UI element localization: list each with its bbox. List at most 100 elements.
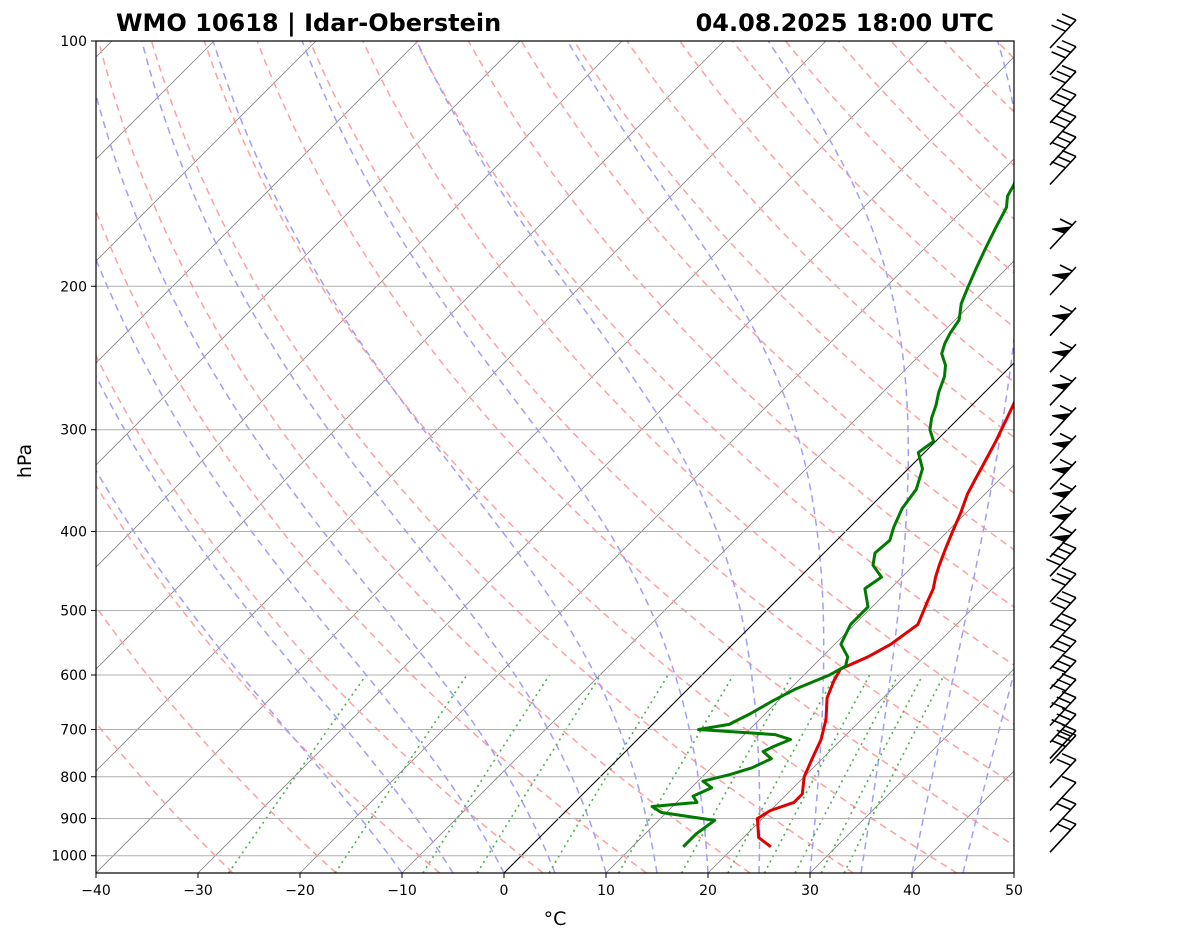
- wind-barb-feather: [1061, 775, 1077, 784]
- y-tick-label: 200: [60, 279, 87, 295]
- x-tick-label: −10: [387, 883, 417, 899]
- wind-barb-shaft: [1049, 803, 1077, 833]
- wind-barb: [1049, 374, 1077, 406]
- mixing-ratio-line: [794, 674, 900, 873]
- wind-barb: [1049, 752, 1077, 789]
- wind-barb-feather: [1061, 149, 1077, 158]
- dry-adiabat: [837, 41, 1014, 220]
- wind-barb-feather: [1056, 135, 1072, 144]
- wind-barb-shaft: [1049, 640, 1077, 670]
- wind-barb-shaft: [1049, 713, 1077, 743]
- wind-barb-feather: [1061, 13, 1077, 21]
- dewpoint-line: [650, 180, 1014, 848]
- x-axis-label: °C: [544, 908, 567, 930]
- wind-barb-feather: [1051, 99, 1066, 107]
- moist-adiabat: [911, 41, 1014, 873]
- wind-barb-feather: [1056, 802, 1072, 811]
- wind-barb: [1049, 109, 1077, 146]
- wind-barb: [1049, 817, 1077, 853]
- wind-barb-pennant: [1051, 440, 1072, 449]
- wind-barb: [1049, 218, 1077, 250]
- wind-barb-shaft: [1049, 730, 1077, 760]
- wind-barb-shaft: [1049, 19, 1077, 49]
- wind-barb-feather: [1056, 115, 1072, 123]
- wind-barb-feather: [1061, 541, 1077, 550]
- wind-barb-feather: [1061, 109, 1077, 118]
- chart-title-right: 04.08.2025 18:00 UTC: [696, 9, 994, 37]
- wind-barb-feather: [1061, 39, 1077, 48]
- wind-barb-feather: [1051, 602, 1066, 610]
- wind-barb: [1049, 149, 1077, 186]
- wind-barb-feather: [1061, 88, 1077, 96]
- wind-barb-pennant: [1051, 226, 1072, 234]
- moist-adiabat: [96, 257, 505, 873]
- wind-barb-feather: [1059, 505, 1073, 513]
- wind-barb: [1049, 432, 1077, 465]
- wind-barb: [1049, 458, 1077, 490]
- wind-barb-shaft: [1049, 660, 1077, 690]
- isotherm-line: [96, 41, 929, 873]
- wind-barb: [1049, 482, 1077, 514]
- wind-barb-feather: [1051, 141, 1066, 150]
- wind-barb-feather: [1056, 70, 1072, 78]
- wind-barb-pennant: [1051, 466, 1072, 474]
- wind-barb-feather: [1059, 374, 1073, 383]
- x-tick-label: 30: [801, 883, 819, 899]
- x-tick-label: 10: [597, 883, 615, 899]
- wind-barb: [1049, 130, 1077, 166]
- wind-barb-feather: [1051, 121, 1066, 129]
- wind-barb: [1046, 541, 1077, 577]
- isotherm-line: [96, 41, 521, 466]
- wind-barb-shaft: [1049, 759, 1077, 789]
- wind-barb-pennant: [1051, 313, 1072, 321]
- wind-barb-shaft: [1049, 781, 1077, 812]
- mixing-ratio-line: [763, 674, 871, 873]
- x-tick-label: 40: [903, 883, 921, 899]
- y-axis: 100 200 300 400 500 600 700 800 900 1000: [51, 34, 96, 865]
- dry-adiabat: [150, 41, 854, 873]
- wind-barb: [1049, 526, 1077, 558]
- wind-barb-feather: [1056, 734, 1072, 742]
- x-axis: −40 −30 −20 −10 0 10 20 30 40 50: [81, 873, 1023, 899]
- mixing-ratio-line: [843, 674, 945, 873]
- wind-barb-feather: [1056, 18, 1072, 27]
- wind-barb-shaft: [1049, 547, 1077, 577]
- wind-barb-feather: [1059, 218, 1073, 226]
- y-axis-label: hPa: [14, 444, 36, 478]
- wind-barb-pennant: [1051, 513, 1072, 521]
- wind-barb-feather: [1056, 93, 1072, 102]
- wind-barb: [1049, 505, 1077, 537]
- wind-barb: [1049, 613, 1077, 649]
- wind-barb-feather: [1059, 526, 1073, 534]
- y-tick-label: 800: [60, 770, 87, 786]
- wind-barb-feather: [1061, 634, 1077, 642]
- wind-barb-feather: [1056, 729, 1072, 737]
- isotherm-line: [299, 158, 1014, 873]
- y-tick-label: 1000: [51, 849, 87, 865]
- wind-barb-feather: [1056, 155, 1072, 163]
- wind-barb-feather: [1061, 654, 1077, 662]
- wind-barb-feather: [1061, 752, 1077, 761]
- dry-adiabat: [96, 484, 441, 873]
- wind-barb: [1049, 775, 1077, 812]
- x-tick-label: 0: [500, 883, 509, 899]
- wind-barb-pennant: [1051, 382, 1072, 390]
- wind-barb: [1049, 567, 1077, 603]
- wind-barb-pennant: [1051, 412, 1072, 421]
- x-tick-label: −30: [183, 883, 213, 899]
- wind-barb-shaft: [1049, 155, 1077, 186]
- wind-barb-feather: [1059, 304, 1073, 313]
- wind-barb-feather: [1059, 404, 1073, 413]
- isotherm-line: [96, 41, 419, 364]
- wind-barb-feather: [1051, 76, 1066, 84]
- wind-barb-feather: [1061, 64, 1077, 73]
- mixing-ratio-line: [727, 674, 837, 873]
- temperature-line: [755, 399, 1014, 848]
- wind-barb-feather: [1059, 482, 1073, 491]
- wind-barb-feather: [1056, 639, 1072, 648]
- mixing-ratio-line: [820, 674, 924, 873]
- wind-barb-shaft: [1049, 71, 1077, 101]
- sounding-profiles: [650, 180, 1014, 848]
- wind-barb: [1049, 590, 1077, 627]
